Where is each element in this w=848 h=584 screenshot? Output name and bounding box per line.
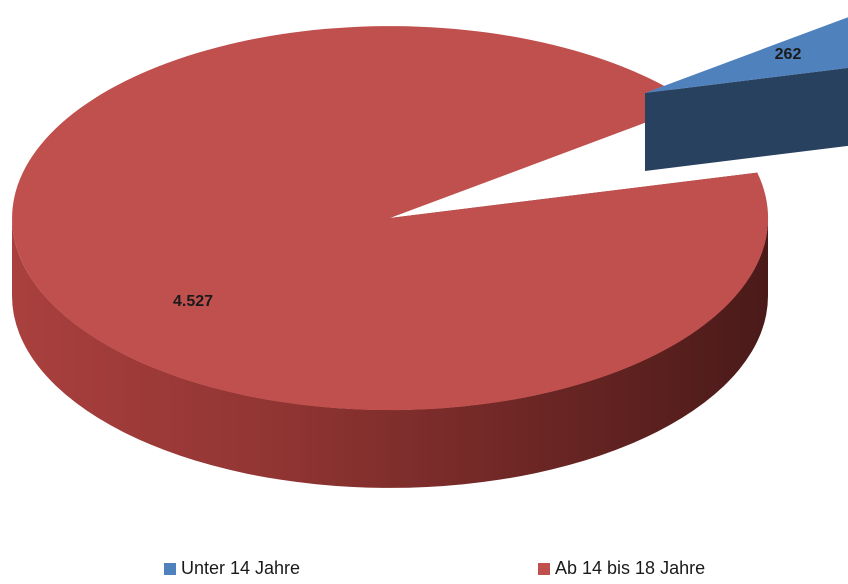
legend: Unter 14 Jahre Ab 14 bis 18 Jahre bbox=[0, 558, 848, 584]
data-label-ab-14-bis-18: 4.527 bbox=[173, 293, 213, 310]
slice-ab-14-bis-18-side bbox=[12, 218, 768, 488]
slice-unter-14 bbox=[645, 17, 848, 93]
legend-swatch-ab-14-bis-18 bbox=[538, 562, 550, 575]
slice-unter-14-cut-wall bbox=[645, 67, 848, 171]
legend-item-unter-14: Unter 14 Jahre bbox=[164, 558, 300, 579]
slice-ab-14-bis-18 bbox=[12, 26, 769, 411]
data-label-unter-14: 262 bbox=[775, 46, 802, 63]
legend-label-unter-14: Unter 14 Jahre bbox=[181, 558, 301, 578]
legend-item-ab-14-bis-18: Ab 14 bis 18 Jahre bbox=[538, 558, 705, 579]
legend-label-ab-14-bis-18: Ab 14 bis 18 Jahre bbox=[555, 558, 706, 578]
legend-swatch-unter-14 bbox=[164, 562, 176, 575]
